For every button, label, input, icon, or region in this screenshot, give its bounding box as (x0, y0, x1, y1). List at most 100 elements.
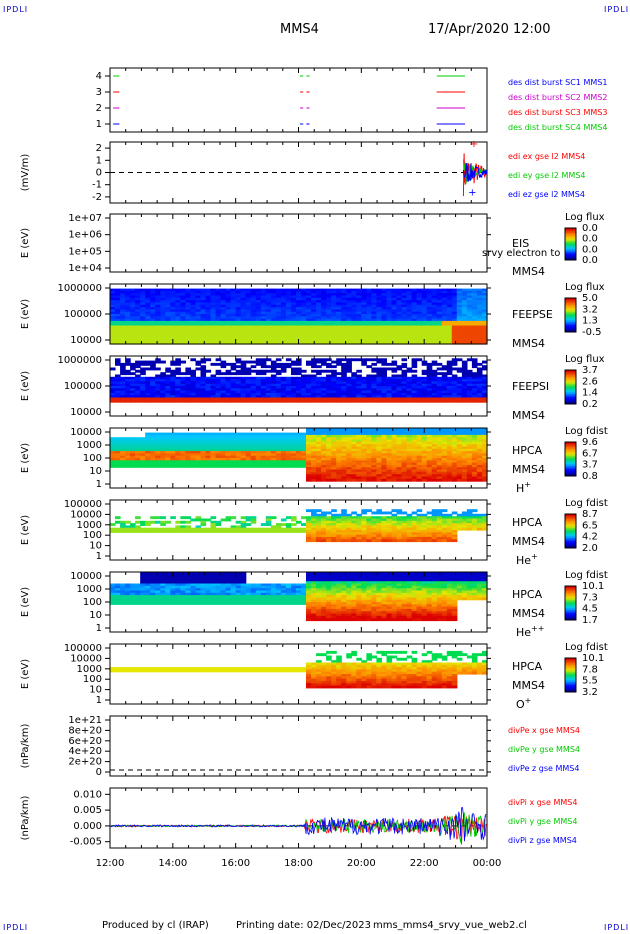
spectrogram-cell (426, 365, 433, 369)
spectrogram-cell (250, 386, 257, 389)
spectrogram-cell (210, 458, 217, 461)
spectrogram-cell (431, 386, 438, 389)
spectrogram-cell (190, 300, 196, 304)
spectrogram-cell (456, 381, 463, 385)
spectrogram-cell (386, 464, 393, 468)
spectrogram-cell (436, 316, 443, 320)
spectrogram-cell (431, 428, 438, 431)
spectrogram-cell (416, 453, 423, 457)
spectrogram-cell (296, 318, 302, 322)
spectrogram-cell (240, 365, 247, 369)
colorbar-cell-eis (565, 231, 576, 234)
spectrogram-cell (210, 376, 217, 380)
spectrogram-cell (331, 448, 337, 452)
spectrogram-cell (466, 369, 473, 373)
spectrogram-cell (285, 288, 292, 292)
panel-frame-eis (109, 213, 488, 273)
spectrogram-cell (311, 362, 317, 366)
spectrogram-cell (175, 309, 181, 313)
spectrogram-cell (466, 376, 473, 380)
spectrogram-cell (441, 290, 448, 294)
spectrogram-cell (260, 379, 267, 382)
spectrogram-cell (451, 307, 458, 310)
spectrogram-cell (311, 325, 317, 329)
spectrogram-cell (210, 295, 217, 299)
spectrogram-cell (260, 290, 267, 294)
y-tick-label-hpca_h-0: 10000 (70, 427, 102, 438)
spectrogram-cell (386, 304, 393, 308)
spectrogram-cell (316, 379, 322, 382)
spectrogram-cell (321, 439, 327, 443)
spectrogram-cell (461, 360, 468, 364)
spectrogram-cell (461, 295, 468, 299)
spectrogram-cell (441, 376, 448, 380)
spectrogram-cell (321, 462, 327, 466)
spectrogram-cell (341, 334, 347, 338)
spectrogram-cell (265, 444, 272, 448)
spectrogram-cell (441, 325, 448, 329)
spectrogram-cell (285, 358, 292, 362)
spectrogram-cell (195, 525, 202, 529)
spectrogram-cell (165, 446, 171, 450)
spectrogram-cell (245, 451, 252, 454)
spectrogram-cell (275, 339, 282, 343)
spacecraft-label-feepse: MMS4 (512, 337, 545, 350)
spectrogram-cell (381, 372, 387, 376)
spectrogram-cell (230, 376, 237, 380)
spectrogram-cell (471, 323, 478, 327)
spectrogram-cell (235, 392, 242, 396)
spectrogram-cell (356, 376, 362, 380)
spectrogram-cell (155, 295, 161, 299)
spectrogram-cell (391, 330, 398, 334)
spectrogram-cell (466, 334, 473, 338)
spectrogram-cell (215, 523, 222, 526)
spectrogram-cell (351, 446, 357, 450)
spectrogram-cell (446, 365, 453, 369)
spectrogram-cell (180, 464, 186, 468)
colorbar-cell-feepse (565, 299, 576, 302)
spectrogram-cell (456, 288, 463, 292)
spectrogram-cell (225, 372, 232, 376)
spectrogram-cell (155, 367, 161, 371)
spectrogram-cell (150, 325, 156, 329)
spectrogram-cell (391, 441, 398, 445)
spectrogram-cell (381, 467, 387, 471)
spectrogram-cell (456, 320, 463, 324)
spectrogram-cell (421, 334, 428, 338)
spectrogram-cell (125, 295, 131, 299)
spectrogram-cell (120, 293, 126, 297)
spectrogram-cell (311, 474, 317, 478)
spectrogram-cell (441, 428, 448, 431)
spectrogram-cell (301, 390, 307, 394)
spectrogram-cell (255, 379, 262, 382)
spectrogram-cell (321, 376, 327, 380)
spectrogram-cell (381, 458, 387, 461)
spectrogram-cell (270, 460, 277, 464)
spectrogram-cell (482, 453, 488, 457)
spectrogram-cell (255, 332, 262, 336)
spectrogram-cell (371, 362, 377, 366)
spectrogram-cell (306, 395, 312, 399)
spectrogram-cell (341, 309, 347, 313)
spectrogram-cell (326, 337, 332, 340)
spectrogram-cell (255, 444, 262, 448)
spectrogram-cell (386, 444, 393, 448)
spectrogram-cell (381, 451, 387, 454)
spectrogram-cell (306, 311, 312, 315)
spectrogram-cell (270, 451, 277, 454)
colorbar-tick-feepse-1: 3.2 (582, 304, 598, 315)
spectrogram-cell (285, 379, 292, 382)
spectrogram-cell (391, 362, 398, 366)
spectrogram-cell (296, 399, 302, 403)
spectrogram-cell (140, 309, 146, 313)
spectrogram-cell (160, 360, 166, 364)
spectrogram-cell (386, 430, 393, 434)
spectrogram-cell (456, 448, 463, 452)
spectrogram-cell (240, 525, 247, 529)
spectrogram-cell (482, 448, 488, 452)
spectrogram-cell (426, 441, 433, 445)
spectrogram-cell (170, 325, 176, 329)
spectrogram-cell (431, 288, 438, 292)
spectrogram-cell (260, 337, 267, 340)
spectrogram-cell (155, 458, 161, 461)
